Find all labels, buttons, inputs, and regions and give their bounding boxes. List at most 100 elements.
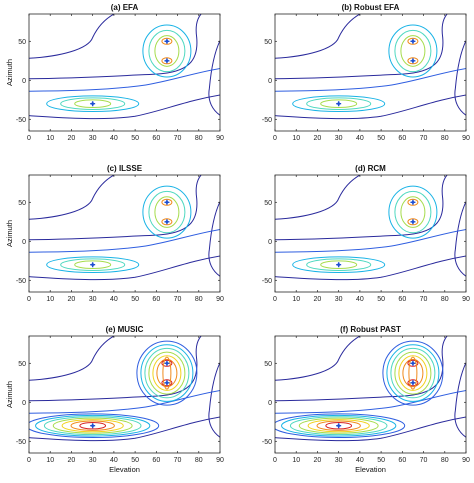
contour-line xyxy=(29,14,116,59)
source-23-contour xyxy=(382,340,444,406)
y-axis-label: Azimuth xyxy=(5,381,14,408)
source-2-contour xyxy=(407,198,419,206)
contour-line xyxy=(29,336,116,381)
source-3-contour xyxy=(161,218,173,226)
contour-line xyxy=(275,175,362,220)
source-1-contour xyxy=(289,416,388,436)
x-tick-label: 20 xyxy=(68,135,76,142)
x-tick-label: 70 xyxy=(174,135,182,142)
peak-marker-dot xyxy=(91,263,95,267)
peak-marker-dot xyxy=(165,220,169,224)
contour-line xyxy=(29,94,220,120)
contour-line xyxy=(29,229,220,253)
source-1-contour xyxy=(298,417,379,434)
peak-marker-dot xyxy=(411,59,415,63)
source-1-contour xyxy=(46,95,140,112)
x-tick-label: 50 xyxy=(377,135,385,142)
contour-line xyxy=(275,14,448,80)
peak-marker-dot xyxy=(165,200,169,204)
x-tick-label: 10 xyxy=(46,457,54,464)
x-tick-label: 50 xyxy=(377,296,385,303)
chart-panel: 0 10 20 30 40 50 60 70 80 90 -50 0 50 (c) ILSSE Azimut… xyxy=(5,164,224,303)
x-tick-label: 60 xyxy=(152,135,160,142)
y-tick-label: 0 xyxy=(268,78,272,85)
x-tick-label: 60 xyxy=(152,296,160,303)
x-tick-label: 10 xyxy=(292,296,300,303)
contour-group xyxy=(29,336,220,442)
x-tick-label: 20 xyxy=(314,135,322,142)
source-23-contour xyxy=(390,347,436,399)
source-23-contour xyxy=(144,347,190,399)
contour-line xyxy=(454,39,466,116)
contour-line xyxy=(29,68,220,92)
source-3-contour xyxy=(407,379,419,387)
source-23-contour xyxy=(402,358,424,388)
source-23-contour xyxy=(400,35,426,67)
y-tick-label: 0 xyxy=(22,78,26,85)
contour-line xyxy=(29,390,220,414)
contour-line xyxy=(275,68,466,92)
contour-line xyxy=(275,175,448,241)
peak-marker-dot xyxy=(411,220,415,224)
source-1-contour xyxy=(61,419,124,433)
contour-line xyxy=(275,416,466,442)
x-tick-label: 70 xyxy=(420,135,428,142)
source-23-contour xyxy=(398,355,428,391)
source-23-contour xyxy=(156,358,178,388)
contour-line xyxy=(208,200,220,277)
x-tick-label: 90 xyxy=(462,296,470,303)
axes-box xyxy=(274,335,467,454)
panel-title: (c) ILSSE xyxy=(107,164,143,173)
contour-line xyxy=(275,229,466,253)
y-tick-label: -50 xyxy=(262,117,272,124)
peak-marker-dot xyxy=(337,424,341,428)
x-tick-label: 70 xyxy=(420,296,428,303)
y-tick-label: 50 xyxy=(264,200,272,207)
contour-line xyxy=(275,255,466,281)
y-tick-label: -50 xyxy=(262,439,272,446)
source-1-contour xyxy=(306,97,372,110)
x-tick-label: 40 xyxy=(110,296,118,303)
x-tick-label: 0 xyxy=(273,296,277,303)
contour-group xyxy=(275,14,466,120)
panel-title: (a) EFA xyxy=(111,3,139,12)
source-23-contour xyxy=(154,196,180,228)
x-tick-label: 30 xyxy=(89,457,97,464)
x-tick-label: 60 xyxy=(152,457,160,464)
y-tick-label: -50 xyxy=(16,117,26,124)
contour-group xyxy=(275,336,466,442)
contour-line xyxy=(29,175,202,241)
panel-title: (d) RCM xyxy=(355,164,386,173)
x-tick-label: 70 xyxy=(420,457,428,464)
y-axis-label: Azimuth xyxy=(5,220,14,247)
x-tick-label: 90 xyxy=(462,135,470,142)
chart-panel: 0 10 20 30 40 50 60 70 80 90 -50 0 50 (f) Robust PAST… xyxy=(262,325,470,474)
y-tick-label: -50 xyxy=(16,278,26,285)
peak-marker-dot xyxy=(337,102,341,106)
x-tick-label: 90 xyxy=(216,296,224,303)
source-1-contour xyxy=(320,99,358,108)
source-23-contour xyxy=(148,351,186,395)
x-tick-label: 0 xyxy=(27,296,31,303)
source-3-contour xyxy=(161,379,173,387)
peak-marker-dot xyxy=(91,102,95,106)
chart-panel: 0 10 20 30 40 50 60 70 80 90 -50 0 50 (b) Robust EFA xyxy=(262,3,470,142)
x-tick-label: 80 xyxy=(195,135,203,142)
y-axis-label: Azimuth xyxy=(5,59,14,86)
y-tick-label: 50 xyxy=(18,39,26,46)
peak-marker-dot xyxy=(165,361,169,365)
x-tick-label: 30 xyxy=(335,457,343,464)
y-tick-label: -50 xyxy=(262,278,272,285)
x-tick-label: 30 xyxy=(335,296,343,303)
source-23-contour xyxy=(142,24,192,78)
x-tick-label: 50 xyxy=(377,457,385,464)
x-tick-label: 40 xyxy=(356,296,364,303)
source-3-contour xyxy=(407,57,419,65)
contour-line xyxy=(275,390,466,414)
source-3-contour xyxy=(407,218,419,226)
peak-marker-dot xyxy=(411,39,415,43)
x-tick-label: 40 xyxy=(110,457,118,464)
source-3-contour xyxy=(161,57,173,65)
x-tick-label: 20 xyxy=(314,296,322,303)
